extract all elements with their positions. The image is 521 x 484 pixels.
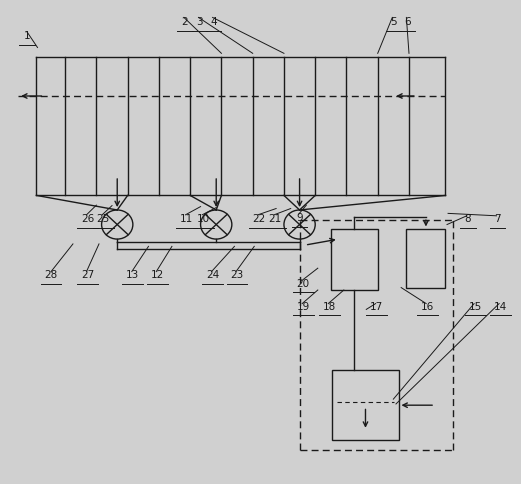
Text: 3: 3 [196, 17, 203, 27]
Text: 25: 25 [96, 214, 110, 224]
Text: 22: 22 [252, 214, 266, 224]
Text: 17: 17 [370, 301, 383, 311]
Text: 16: 16 [420, 301, 434, 311]
Text: 5: 5 [390, 17, 396, 27]
Text: 27: 27 [81, 270, 94, 280]
Text: 10: 10 [196, 214, 210, 224]
Text: 21: 21 [268, 214, 282, 224]
Bar [406, 230, 445, 288]
Text: 18: 18 [322, 301, 336, 311]
Text: 7: 7 [494, 214, 501, 224]
Text: 13: 13 [126, 270, 140, 280]
Bar [332, 370, 399, 440]
Text: 24: 24 [206, 270, 219, 280]
Text: 14: 14 [493, 301, 507, 311]
Text: 23: 23 [230, 270, 244, 280]
Text: 26: 26 [81, 214, 94, 224]
Text: 12: 12 [151, 270, 164, 280]
Text: 8: 8 [465, 214, 471, 224]
Text: 20: 20 [296, 278, 310, 288]
Text: 2: 2 [182, 17, 188, 27]
Bar [331, 230, 378, 290]
Text: 19: 19 [296, 301, 310, 311]
Text: 6: 6 [404, 17, 411, 27]
Text: 4: 4 [210, 17, 217, 27]
Text: 9: 9 [296, 213, 303, 223]
Text: 1: 1 [24, 31, 30, 41]
Text: 15: 15 [468, 301, 482, 311]
Text: 28: 28 [44, 270, 58, 280]
Text: 11: 11 [180, 214, 193, 224]
